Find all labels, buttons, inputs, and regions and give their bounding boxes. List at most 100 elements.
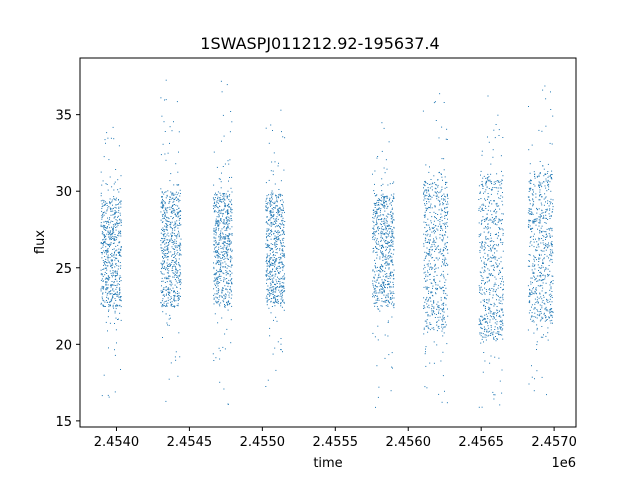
data-point	[219, 276, 221, 277]
data-point	[387, 206, 389, 208]
data-point	[386, 273, 388, 275]
data-point	[170, 282, 172, 284]
data-point	[447, 195, 448, 197]
data-point	[483, 336, 485, 338]
data-point	[496, 266, 498, 268]
data-point	[271, 275, 273, 277]
data-point	[541, 285, 543, 287]
data-point	[274, 207, 276, 209]
data-point	[381, 268, 383, 270]
data-point	[168, 275, 170, 277]
data-point	[544, 185, 546, 187]
data-point	[180, 224, 182, 226]
data-point	[172, 241, 174, 243]
data-point	[544, 274, 546, 276]
data-point	[438, 311, 440, 313]
data-point	[219, 192, 221, 194]
data-point	[276, 197, 277, 199]
data-point	[544, 245, 546, 246]
data-point	[179, 254, 181, 256]
data-point	[377, 228, 379, 230]
data-point	[483, 192, 484, 194]
data-point	[282, 299, 284, 301]
data-point	[104, 301, 106, 303]
data-point	[175, 204, 177, 206]
data-point	[100, 222, 102, 224]
data-point	[110, 209, 112, 211]
data-point	[429, 226, 430, 228]
data-point	[282, 239, 284, 241]
data-point	[498, 218, 500, 220]
data-point	[226, 271, 228, 273]
data-point	[281, 261, 283, 263]
data-point	[381, 197, 382, 199]
data-point	[487, 198, 488, 200]
data-point	[380, 240, 382, 242]
data-point	[100, 303, 102, 305]
data-point	[110, 233, 112, 235]
data-point	[160, 97, 162, 99]
data-point	[224, 251, 226, 252]
data-point	[271, 229, 272, 231]
data-point	[538, 257, 540, 259]
data-point	[528, 199, 530, 201]
data-point	[272, 250, 274, 252]
data-point	[545, 249, 547, 251]
data-point	[113, 271, 115, 273]
data-point	[529, 292, 531, 294]
data-point	[388, 225, 390, 227]
data-point	[532, 204, 534, 206]
data-point	[218, 246, 220, 248]
data-point	[488, 188, 490, 189]
data-point	[273, 233, 275, 235]
data-point	[498, 129, 500, 131]
data-point	[228, 206, 230, 208]
data-point	[387, 255, 389, 257]
data-point	[434, 263, 436, 265]
data-point	[220, 218, 222, 220]
data-point	[382, 205, 384, 207]
data-point	[169, 199, 170, 201]
data-point	[277, 341, 279, 343]
data-point	[495, 336, 496, 337]
data-point	[229, 228, 231, 230]
data-point	[227, 209, 229, 211]
data-point	[273, 277, 275, 279]
data-point	[102, 212, 104, 214]
data-point	[168, 276, 170, 278]
data-point	[278, 224, 279, 226]
data-point	[385, 279, 387, 281]
data-point	[277, 165, 279, 167]
data-point	[382, 206, 384, 208]
data-point	[533, 287, 534, 289]
data-point	[485, 334, 487, 336]
data-point	[431, 196, 433, 198]
data-point	[491, 203, 493, 205]
data-point	[216, 166, 218, 168]
data-point	[444, 242, 446, 244]
data-point	[384, 205, 386, 207]
data-point	[282, 351, 283, 353]
data-point	[283, 253, 285, 255]
data-point	[549, 215, 551, 217]
data-point	[492, 315, 494, 317]
data-point	[114, 252, 115, 254]
data-point	[113, 225, 115, 227]
data-point	[425, 365, 427, 367]
data-point	[228, 245, 230, 247]
data-point	[223, 222, 225, 224]
data-point	[500, 316, 502, 318]
data-point	[487, 177, 489, 178]
data-point	[445, 258, 447, 260]
data-point	[277, 230, 279, 232]
data-point	[550, 288, 552, 290]
data-point	[177, 212, 179, 214]
data-point	[493, 338, 495, 340]
data-point	[170, 223, 172, 225]
data-point	[161, 191, 163, 193]
data-point	[531, 244, 533, 246]
data-point	[269, 224, 271, 226]
data-point	[390, 299, 392, 300]
data-point	[381, 204, 383, 205]
data-point	[550, 308, 552, 310]
